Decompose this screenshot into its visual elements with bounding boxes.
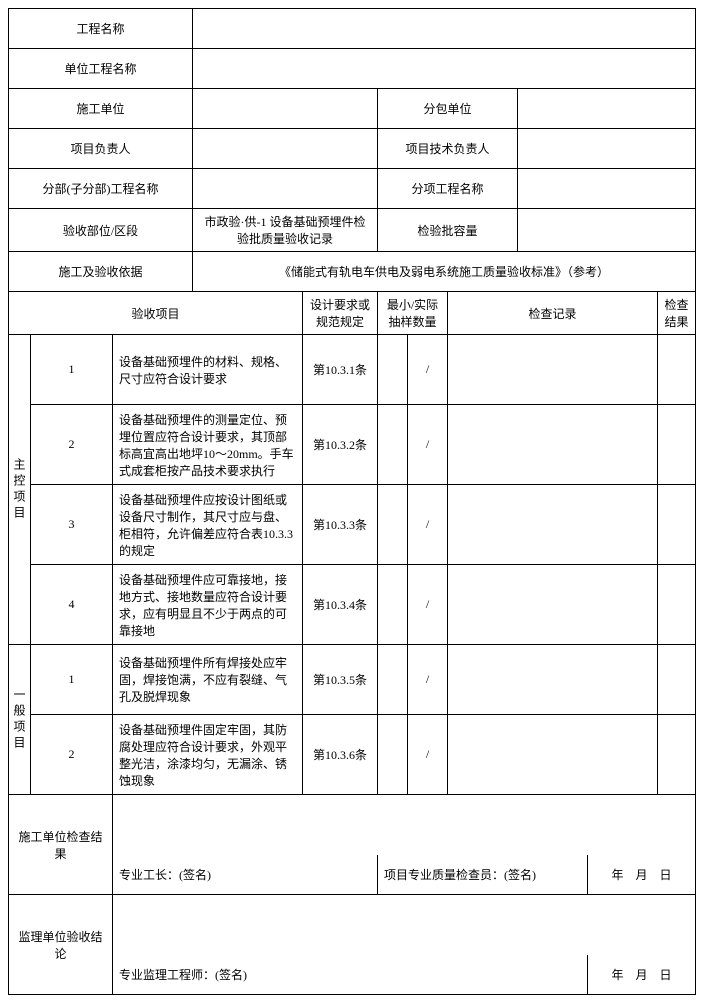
- tech-leader-label: 项目技术负责人: [378, 129, 518, 169]
- construction-result-label: 施工单位检查结果: [9, 795, 113, 895]
- unit-project-label: 单位工程名称: [9, 49, 193, 89]
- basis-value: 《储能式有轨电车供电及弱电系统施工质量验收标准》（参考）: [193, 252, 696, 292]
- item-spec: 第10.3.2条: [303, 405, 378, 485]
- item-spec: 第10.3.4条: [303, 565, 378, 645]
- date-field: 年 月 日: [588, 955, 696, 995]
- item-slash: /: [408, 405, 448, 485]
- item-slash: /: [408, 565, 448, 645]
- batch-capacity-value: [518, 209, 696, 252]
- item-desc: 设备基础预埋件固定牢固，其防腐处理应符合设计要求，外观平整光洁，涂漆均匀，无漏涂…: [113, 715, 303, 795]
- subdivision-name-value: [193, 169, 378, 209]
- item-record: [448, 485, 658, 565]
- item-record: [448, 335, 658, 405]
- subitem-name-label: 分项工程名称: [378, 169, 518, 209]
- acceptance-part-value: 市政验·供-1 设备基础预埋件检验批质量验收记录: [193, 209, 378, 252]
- item-result: [658, 335, 696, 405]
- item-no: 3: [31, 485, 113, 565]
- item-min: [378, 405, 408, 485]
- col-design: 设计要求或规范规定: [303, 292, 378, 335]
- construction-unit-label: 施工单位: [9, 89, 193, 129]
- item-min: [378, 645, 408, 715]
- item-result: [658, 485, 696, 565]
- item-record: [448, 405, 658, 485]
- date-field: 年 月 日: [588, 855, 696, 895]
- item-slash: /: [408, 485, 448, 565]
- item-record: [448, 565, 658, 645]
- basis-label: 施工及验收依据: [9, 252, 193, 292]
- subitem-name-value: [518, 169, 696, 209]
- subcontractor-label: 分包单位: [378, 89, 518, 129]
- item-min: [378, 715, 408, 795]
- tech-leader-value: [518, 129, 696, 169]
- item-min: [378, 335, 408, 405]
- item-desc: 设备基础预埋件应按设计图纸或设备尺寸制作，其尺寸应与盘、柜相符，允许偏差应符合表…: [113, 485, 303, 565]
- item-spec: 第10.3.1条: [303, 335, 378, 405]
- supervisor-sig: 专业监理工程师：(签名): [113, 955, 588, 995]
- project-name-value: [193, 9, 696, 49]
- item-no: 2: [31, 715, 113, 795]
- item-spec: 第10.3.3条: [303, 485, 378, 565]
- item-result: [658, 715, 696, 795]
- item-min: [378, 565, 408, 645]
- item-desc: 设备基础预埋件所有焊接处应牢固，焊接饱满，不应有裂缝、气孔及脱焊现象: [113, 645, 303, 715]
- subdivision-name-label: 分部(子分部)工程名称: [9, 169, 193, 209]
- col-item: 验收项目: [9, 292, 303, 335]
- item-slash: /: [408, 335, 448, 405]
- quality-inspector-sig: 项目专业质量检查员：(签名): [378, 855, 588, 895]
- col-result: 检查结果: [658, 292, 696, 335]
- item-slash: /: [408, 645, 448, 715]
- item-no: 1: [31, 335, 113, 405]
- item-result: [658, 565, 696, 645]
- col-record: 检查记录: [448, 292, 658, 335]
- supervision-blank: [113, 895, 696, 955]
- item-slash: /: [408, 715, 448, 795]
- construction-unit-value: [193, 89, 378, 129]
- item-spec: 第10.3.6条: [303, 715, 378, 795]
- batch-capacity-label: 检验批容量: [378, 209, 518, 252]
- acceptance-part-label: 验收部位/区段: [9, 209, 193, 252]
- project-name-label: 工程名称: [9, 9, 193, 49]
- project-leader-value: [193, 129, 378, 169]
- item-desc: 设备基础预埋件应可靠接地，接地方式、接地数量应符合设计要求，应有明显且不少于两点…: [113, 565, 303, 645]
- item-result: [658, 405, 696, 485]
- item-desc: 设备基础预埋件的材料、规格、尺寸应符合设计要求: [113, 335, 303, 405]
- group-general: 一般项目: [9, 645, 31, 795]
- col-sample: 最小/实际抽样数量: [378, 292, 448, 335]
- item-record: [448, 645, 658, 715]
- inspection-form-table: 工程名称 单位工程名称 施工单位 分包单位 项目负责人 项目技术负责人 分部(子…: [8, 8, 696, 995]
- group-main: 主控项目: [9, 335, 31, 645]
- item-min: [378, 485, 408, 565]
- subcontractor-value: [518, 89, 696, 129]
- unit-project-value: [193, 49, 696, 89]
- item-no: 1: [31, 645, 113, 715]
- construction-result-blank: [113, 795, 696, 855]
- item-spec: 第10.3.5条: [303, 645, 378, 715]
- item-no: 4: [31, 565, 113, 645]
- item-result: [658, 645, 696, 715]
- foreman-sig: 专业工长：(签名): [113, 855, 378, 895]
- item-desc: 设备基础预埋件的测量定位、预埋位置应符合设计要求，其顶部标高宜高出地坪10～20…: [113, 405, 303, 485]
- item-record: [448, 715, 658, 795]
- project-leader-label: 项目负责人: [9, 129, 193, 169]
- item-no: 2: [31, 405, 113, 485]
